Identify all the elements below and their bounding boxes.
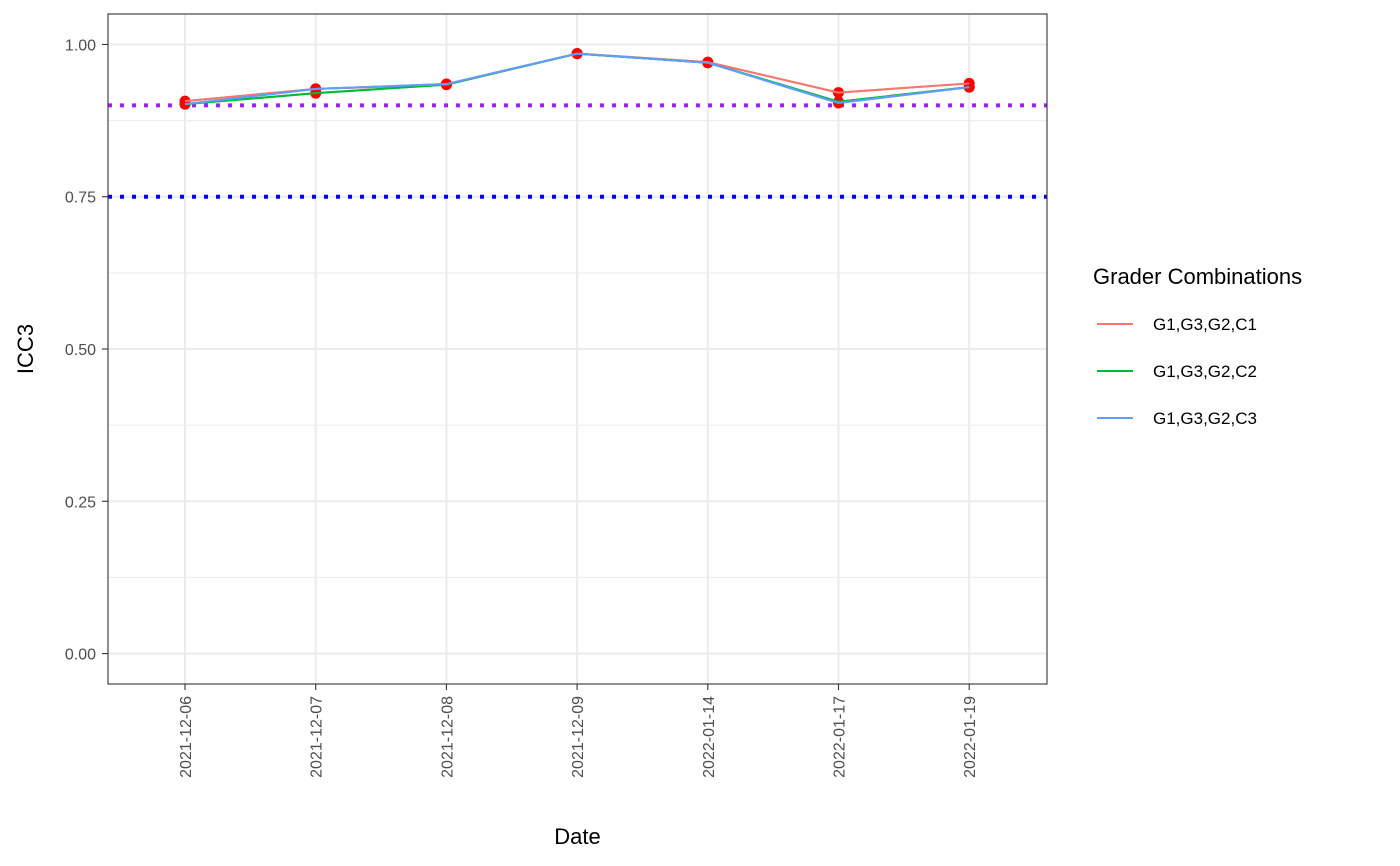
y-axis-title: ICC3: [13, 324, 38, 374]
legend: Grader Combinations G1,G3,G2,C1 G1,G3,G2,…: [1093, 264, 1302, 428]
legend-label: G1,G3,G2,C3: [1153, 409, 1257, 428]
grid-lines: [108, 14, 1047, 684]
x-tick-label: 2021-12-06: [178, 696, 195, 778]
legend-label: G1,G3,G2,C1: [1153, 315, 1257, 334]
series-line-overlay: [184, 52, 970, 106]
y-tick-label: 0.50: [65, 342, 96, 359]
x-tick-label: 2022-01-19: [962, 696, 979, 778]
x-tick-label: 2022-01-17: [832, 696, 849, 778]
y-tick-label: 0.75: [65, 190, 96, 207]
x-axis: 2021-12-06 2021-12-07 2021-12-08 2021-12-09…: [178, 684, 979, 778]
x-axis-title: Date: [554, 824, 600, 849]
legend-title: Grader Combinations: [1093, 264, 1302, 289]
y-tick-label: 1.00: [65, 37, 96, 54]
data-points: [179, 48, 975, 110]
y-tick-label: 0.00: [65, 647, 96, 664]
legend-label: G1,G3,G2,C2: [1153, 362, 1257, 381]
y-axis: 0.00 0.25 0.50 0.75 1.00: [65, 37, 108, 664]
x-tick-label: 2021-12-08: [439, 696, 456, 778]
x-tick-label: 2022-01-14: [701, 696, 718, 778]
x-tick-label: 2021-12-09: [570, 696, 587, 778]
reference-lines: [108, 103, 1047, 199]
x-tick-label: 2021-12-07: [309, 696, 326, 778]
y-tick-label: 0.25: [65, 494, 96, 511]
